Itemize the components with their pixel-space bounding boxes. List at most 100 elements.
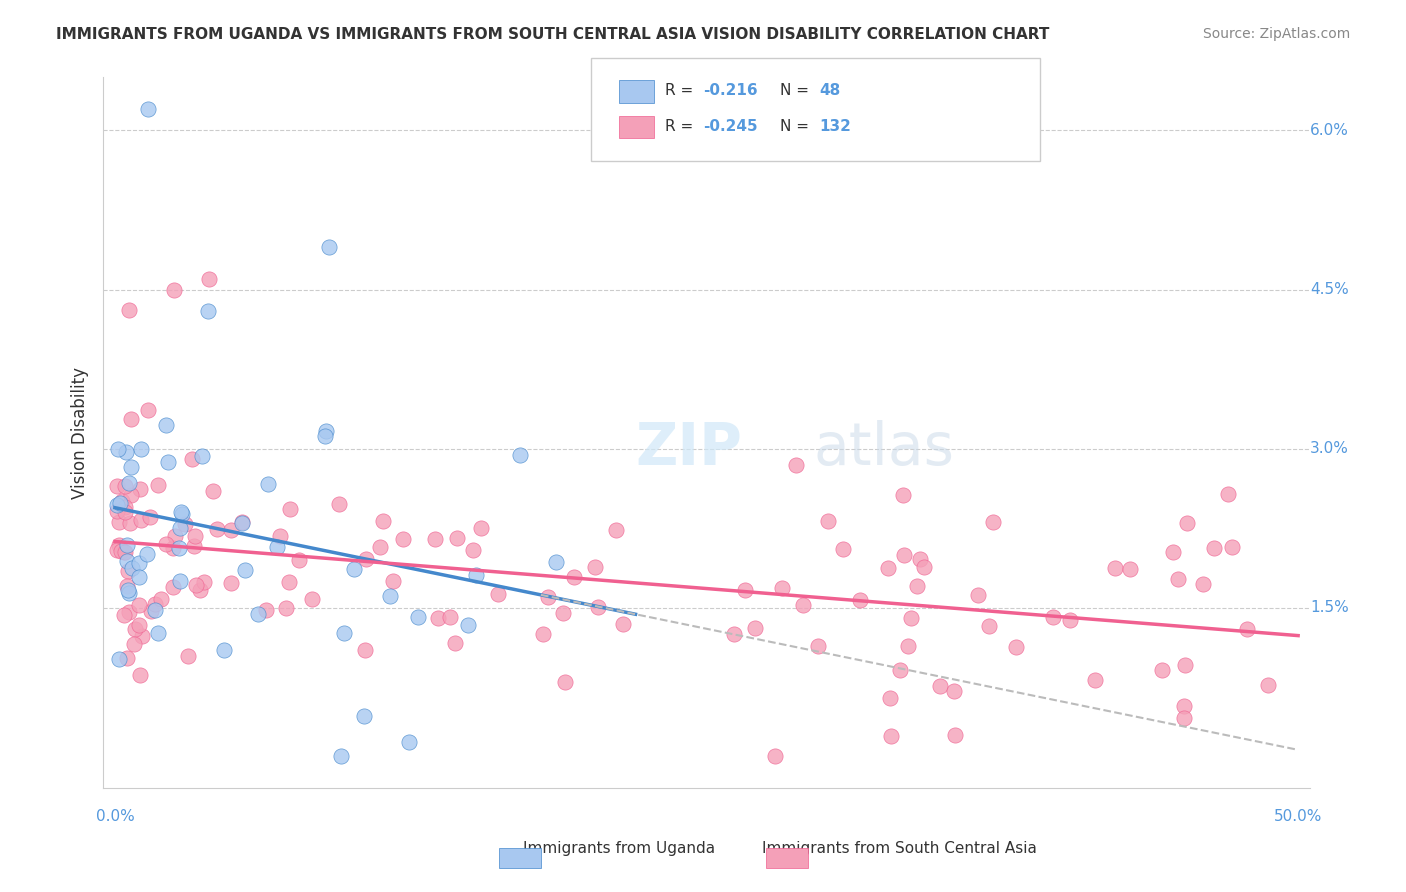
Immigrants from South Central Asia <box>120 412 142 426</box>
Immigrants from South Central Asia <box>114 505 136 519</box>
Immigrants from South Central Asia <box>1005 640 1028 654</box>
Immigrants from South Central Asia <box>150 592 173 607</box>
Immigrants from Uganda <box>169 521 191 535</box>
Text: Immigrants from South Central Asia: Immigrants from South Central Asia <box>762 841 1038 856</box>
Text: Source: ZipAtlas.com: Source: ZipAtlas.com <box>1202 27 1350 41</box>
Immigrants from South Central Asia <box>734 582 756 597</box>
Immigrants from South Central Asia <box>900 611 922 625</box>
Immigrants from Uganda <box>155 418 177 433</box>
Immigrants from South Central Asia <box>105 479 128 493</box>
Immigrants from South Central Asia <box>114 545 136 559</box>
Text: R =: R = <box>665 120 699 134</box>
Immigrants from South Central Asia <box>180 451 202 466</box>
Immigrants from Uganda <box>118 586 141 600</box>
Immigrants from South Central Asia <box>1257 678 1279 692</box>
Immigrants from South Central Asia <box>807 639 830 653</box>
Immigrants from Uganda <box>115 553 138 567</box>
Immigrants from South Central Asia <box>174 516 197 531</box>
Immigrants from South Central Asia <box>912 560 935 574</box>
Immigrants from South Central Asia <box>105 542 128 557</box>
Immigrants from Uganda <box>114 445 136 459</box>
Text: 48: 48 <box>820 84 841 98</box>
Immigrants from Uganda <box>318 240 340 254</box>
Text: 50.0%: 50.0% <box>1274 809 1322 824</box>
Immigrants from South Central Asia <box>193 574 215 589</box>
Immigrants from Uganda <box>172 508 194 522</box>
Immigrants from South Central Asia <box>470 520 492 534</box>
Immigrants from South Central Asia <box>128 599 150 613</box>
Immigrants from South Central Asia <box>188 583 211 598</box>
Immigrants from South Central Asia <box>928 680 950 694</box>
Immigrants from Uganda <box>128 570 150 584</box>
Immigrants from Uganda <box>257 477 280 491</box>
Immigrants from South Central Asia <box>201 484 224 499</box>
Immigrants from South Central Asia <box>537 590 560 604</box>
Immigrants from South Central Asia <box>723 627 745 641</box>
Text: 3.0%: 3.0% <box>1310 442 1348 456</box>
Immigrants from South Central Asia <box>392 533 415 547</box>
Immigrants from South Central Asia <box>792 598 814 612</box>
Immigrants from South Central Asia <box>1173 698 1195 713</box>
Immigrants from South Central Asia <box>162 283 184 297</box>
Immigrants from South Central Asia <box>893 488 915 502</box>
Immigrants from South Central Asia <box>198 272 221 286</box>
Immigrants from Uganda <box>509 448 531 462</box>
Immigrants from South Central Asia <box>1161 545 1184 559</box>
Immigrants from Uganda <box>108 496 131 510</box>
Immigrants from South Central Asia <box>908 552 931 566</box>
Immigrants from South Central Asia <box>354 552 377 566</box>
Immigrants from Uganda <box>191 449 214 463</box>
Immigrants from South Central Asia <box>889 663 911 677</box>
Immigrants from South Central Asia <box>184 528 207 542</box>
Immigrants from South Central Asia <box>1216 487 1239 501</box>
Immigrants from Uganda <box>128 556 150 570</box>
Immigrants from South Central Asia <box>1104 560 1126 574</box>
Immigrants from South Central Asia <box>967 588 990 602</box>
Immigrants from Uganda <box>120 459 142 474</box>
Immigrants from South Central Asia <box>128 618 150 632</box>
Immigrants from South Central Asia <box>605 523 627 537</box>
Immigrants from South Central Asia <box>276 601 298 615</box>
Immigrants from South Central Asia <box>943 684 966 698</box>
Immigrants from South Central Asia <box>1236 623 1258 637</box>
Immigrants from South Central Asia <box>425 532 447 546</box>
Immigrants from South Central Asia <box>531 627 554 641</box>
Immigrants from South Central Asia <box>183 540 205 554</box>
Immigrants from South Central Asia <box>112 544 135 558</box>
Immigrants from Uganda <box>315 425 337 439</box>
Immigrants from South Central Asia <box>770 581 793 595</box>
Text: -0.245: -0.245 <box>703 120 758 134</box>
Immigrants from South Central Asia <box>186 577 208 591</box>
Immigrants from Uganda <box>136 102 159 116</box>
Immigrants from Uganda <box>333 625 356 640</box>
Immigrants from South Central Asia <box>328 497 350 511</box>
Immigrants from South Central Asia <box>1059 613 1081 627</box>
Immigrants from South Central Asia <box>426 611 449 625</box>
Immigrants from South Central Asia <box>128 668 150 682</box>
Immigrants from South Central Asia <box>205 522 228 536</box>
Immigrants from South Central Asia <box>254 603 277 617</box>
Immigrants from South Central Asia <box>1220 540 1243 554</box>
Immigrants from South Central Asia <box>117 605 139 619</box>
Text: 132: 132 <box>820 120 852 134</box>
Immigrants from South Central Asia <box>583 560 606 574</box>
Immigrants from Uganda <box>343 562 366 576</box>
Text: N =: N = <box>780 84 814 98</box>
Immigrants from South Central Asia <box>108 538 131 552</box>
Immigrants from South Central Asia <box>278 502 301 516</box>
Immigrants from South Central Asia <box>115 579 138 593</box>
Immigrants from South Central Asia <box>461 543 484 558</box>
Text: R =: R = <box>665 84 699 98</box>
Immigrants from South Central Asia <box>897 639 920 653</box>
Immigrants from South Central Asia <box>876 561 898 575</box>
Immigrants from South Central Asia <box>129 483 152 497</box>
Immigrants from South Central Asia <box>110 544 132 558</box>
Immigrants from South Central Asia <box>945 728 967 742</box>
Immigrants from South Central Asia <box>586 599 609 614</box>
Text: IMMIGRANTS FROM UGANDA VS IMMIGRANTS FROM SOUTH CENTRAL ASIA VISION DISABILITY C: IMMIGRANTS FROM UGANDA VS IMMIGRANTS FRO… <box>56 27 1050 42</box>
Immigrants from South Central Asia <box>446 531 468 545</box>
Immigrants from South Central Asia <box>221 524 243 538</box>
Immigrants from South Central Asia <box>301 591 323 606</box>
Immigrants from South Central Asia <box>112 607 135 622</box>
Immigrants from South Central Asia <box>288 553 311 567</box>
